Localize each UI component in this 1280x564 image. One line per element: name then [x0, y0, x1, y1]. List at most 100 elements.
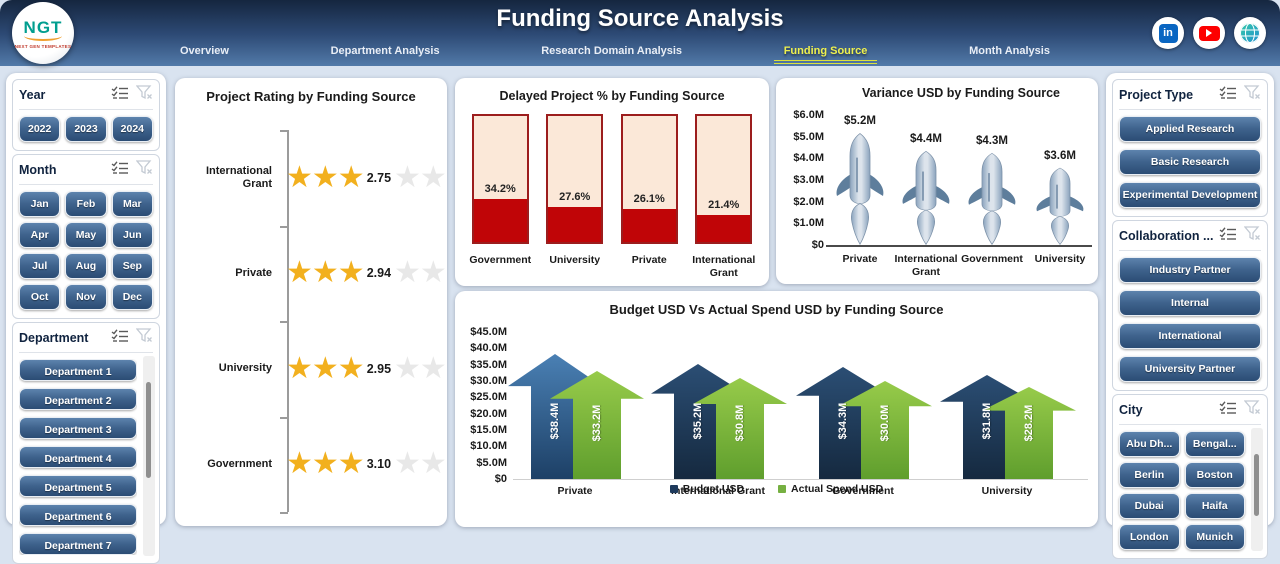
filter-option-department-1[interactable]: Department 1 [19, 359, 137, 381]
filter-option-2022[interactable]: 2022 [19, 116, 61, 142]
filter-option-berlin[interactable]: Berlin [1119, 462, 1180, 488]
legend-swatch-icon [778, 485, 787, 493]
filter-option-department-3[interactable]: Department 3 [19, 417, 137, 439]
multi-select-icon[interactable] [111, 86, 129, 104]
rating-row: Government ★★★ 3.10 ★★ [175, 417, 447, 512]
y-axis-tick-label: $25.0M [470, 391, 507, 404]
linkedin-icon[interactable]: in [1152, 17, 1184, 49]
logo-swoosh-icon [24, 31, 62, 41]
filter-section-city: City Abu Dh... Bengal... Berlin Boston Dubai H… [1112, 394, 1268, 559]
filter-option-department-6[interactable]: Department 6 [19, 504, 137, 526]
globe-icon[interactable] [1234, 17, 1266, 49]
filter-option-experimental-development[interactable]: Experimental Development [1119, 182, 1261, 208]
filter-option-university-partner[interactable]: University Partner [1119, 356, 1261, 382]
filter-option-jul[interactable]: Jul [19, 253, 61, 279]
axis-tick [280, 130, 288, 132]
clear-filter-icon[interactable] [1243, 85, 1261, 105]
filter-title: Project Type [1119, 88, 1194, 102]
filter-option-munich[interactable]: Munich [1184, 524, 1245, 550]
filter-option-feb[interactable]: Feb [65, 191, 107, 217]
delayed-category-label: University [549, 254, 601, 266]
clear-filter-icon[interactable] [1243, 226, 1261, 246]
actual-value-label: $30.8M [734, 404, 746, 442]
delayed-bar: 34.2% [471, 114, 529, 244]
delayed-bar-fill [548, 207, 602, 242]
filter-option-basic-research[interactable]: Basic Research [1119, 149, 1261, 175]
budget-value-label: $34.3M [837, 402, 849, 440]
variance-value-label: $5.2M [844, 115, 876, 127]
y-axis-tick-label: $0 [494, 473, 507, 485]
multi-select-icon[interactable] [111, 161, 129, 179]
page-title: Funding Source Analysis [496, 5, 784, 32]
filter-option-department-2[interactable]: Department 2 [19, 388, 137, 410]
filter-option-nov[interactable]: Nov [65, 284, 107, 310]
nav-tabs: Overview Department Analysis Research Doma… [170, 43, 1060, 64]
y-axis-tick-label: $20.0M [470, 407, 507, 420]
delayed-chart-card: Delayed Project % by Funding Source 34.2… [455, 78, 769, 286]
y-axis-tick-label: $2.0M [793, 195, 824, 208]
filter-option-bengal-[interactable]: Bengal... [1184, 431, 1245, 457]
tab-month-analysis[interactable]: Month Analysis [969, 45, 1050, 57]
tab-department-analysis[interactable]: Department Analysis [330, 45, 440, 57]
filter-option-industry-partner[interactable]: Industry Partner [1119, 257, 1261, 283]
filter-options: Applied Research Basic Research Experiment… [1119, 116, 1261, 208]
chart-title: Budget USD Vs Actual Spend USD by Fundin… [609, 302, 944, 317]
filter-option-department-7[interactable]: Department 7 [19, 533, 137, 555]
clear-filter-icon[interactable] [1243, 400, 1261, 420]
filter-option-aug[interactable]: Aug [65, 253, 107, 279]
rocket-shape [966, 152, 1018, 250]
tab-research-domain-analysis[interactable]: Research Domain Analysis [541, 45, 683, 57]
filter-option-jun[interactable]: Jun [111, 222, 153, 248]
scrollbar-thumb[interactable] [146, 382, 151, 478]
clear-filter-icon[interactable] [135, 85, 153, 105]
delayed-bar: 21.4% [695, 114, 753, 244]
filter-option-oct[interactable]: Oct [19, 284, 61, 310]
filter-option-london[interactable]: London [1119, 524, 1180, 550]
rating-chart-card: Project Rating by Funding Source Interna… [175, 78, 447, 526]
budget-value-label: $35.2M [692, 402, 704, 440]
axis-tick [280, 321, 288, 323]
rating-axis-line [287, 130, 289, 512]
budget-value-label: $31.8M [981, 402, 993, 440]
delayed-category-label: Government [469, 254, 532, 266]
y-axis-tick-label: $15.0M [470, 424, 507, 436]
filter-title: Department [19, 331, 89, 345]
filter-option-dec[interactable]: Dec [111, 284, 153, 310]
multi-select-icon[interactable] [1219, 86, 1237, 104]
tab-funding-source[interactable]: Funding Source [773, 43, 878, 64]
multi-select-icon[interactable] [1219, 227, 1237, 245]
filter-option-2024[interactable]: 2024 [111, 116, 153, 142]
scrollbar-track[interactable] [143, 356, 155, 556]
filter-option-sep[interactable]: Sep [111, 253, 153, 279]
filter-option-department-5[interactable]: Department 5 [19, 475, 137, 497]
clear-filter-icon[interactable] [135, 160, 153, 180]
scrollbar-thumb[interactable] [1254, 454, 1259, 516]
filter-option-dubai[interactable]: Dubai [1119, 493, 1180, 519]
filter-option-abu-dh-[interactable]: Abu Dh... [1119, 431, 1180, 457]
tab-overview[interactable]: Overview [180, 45, 229, 57]
clear-filter-icon[interactable] [135, 328, 153, 348]
filter-option-may[interactable]: May [65, 222, 107, 248]
filter-option-apr[interactable]: Apr [19, 222, 61, 248]
budget-chart-card: Budget USD Vs Actual Spend USD by Fundin… [455, 291, 1098, 527]
filter-option-2023[interactable]: 2023 [65, 116, 107, 142]
budget-category-label: International Grant [671, 485, 765, 497]
filter-section-year: Year 2022 2023 2024 [12, 79, 160, 151]
multi-select-icon[interactable] [111, 329, 129, 347]
variance-value-label: $4.4M [910, 133, 942, 145]
legend-item: Budget USD [669, 483, 745, 495]
variance-category-label: International Grant [894, 253, 958, 278]
filter-option-internal[interactable]: Internal [1119, 290, 1261, 316]
filter-option-international[interactable]: International [1119, 323, 1261, 349]
filter-option-mar[interactable]: Mar [111, 191, 153, 217]
scrollbar-track[interactable] [1251, 428, 1263, 551]
multi-select-icon[interactable] [1219, 401, 1237, 419]
filter-option-department-4[interactable]: Department 4 [19, 446, 137, 468]
youtube-icon[interactable] [1193, 17, 1225, 49]
x-axis-line [513, 479, 1088, 480]
filter-option-boston[interactable]: Boston [1184, 462, 1245, 488]
filter-option-jan[interactable]: Jan [19, 191, 61, 217]
legend-label: Budget USD [682, 483, 745, 495]
filter-option-applied-research[interactable]: Applied Research [1119, 116, 1261, 142]
filter-option-haifa[interactable]: Haifa [1184, 493, 1245, 519]
